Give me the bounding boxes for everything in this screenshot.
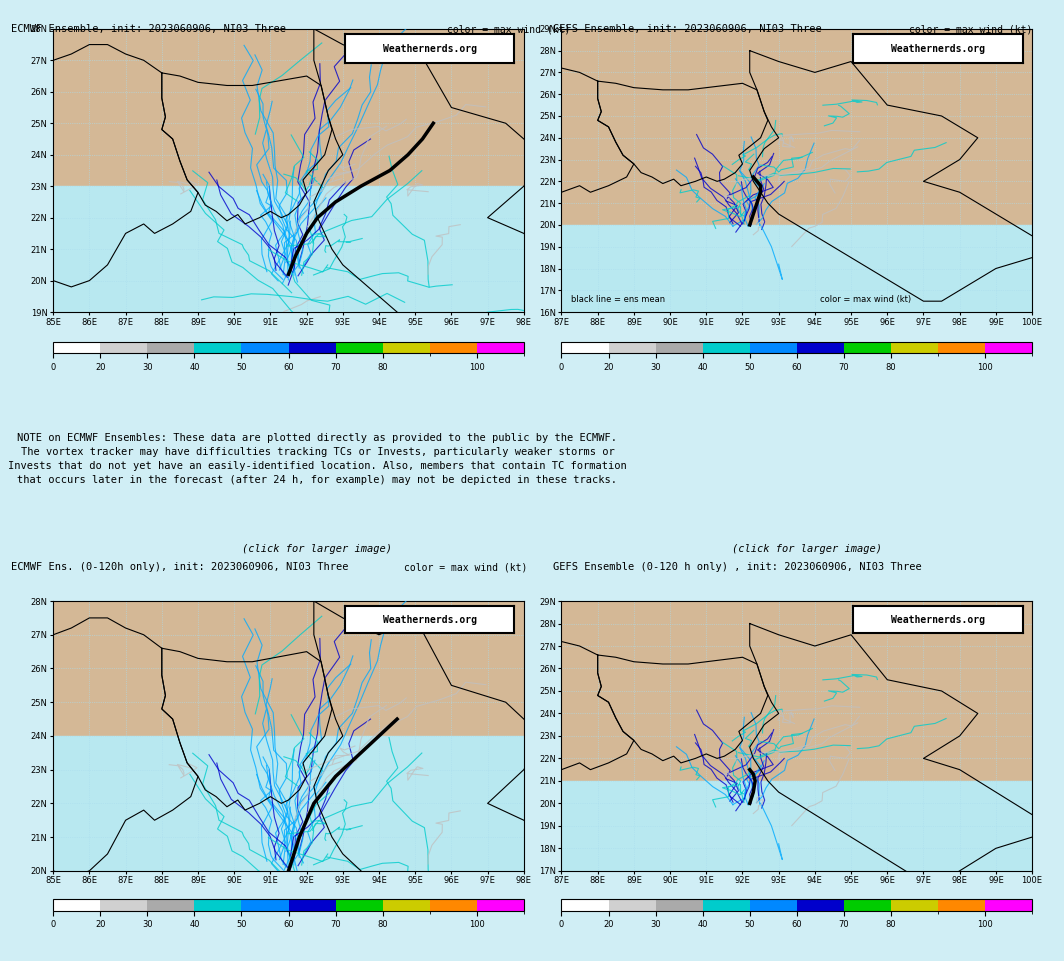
Text: ECMWF Ensemble, init: 2023060906, NI03 Three: ECMWF Ensemble, init: 2023060906, NI03 T…: [11, 24, 285, 34]
Polygon shape: [53, 186, 523, 312]
Text: black line = ens mean: black line = ens mean: [571, 295, 665, 304]
Text: GEFS Ensemble, init: 2023060906, NI03 Three: GEFS Ensemble, init: 2023060906, NI03 Th…: [553, 24, 822, 34]
Polygon shape: [53, 736, 523, 871]
Polygon shape: [562, 781, 1032, 871]
Text: color = max wind (kt): color = max wind (kt): [820, 295, 912, 304]
Text: color = max wind (kt): color = max wind (kt): [909, 24, 1032, 34]
Polygon shape: [562, 225, 1032, 312]
Text: (click for larger image): (click for larger image): [243, 544, 393, 554]
Text: color = max wind (kt): color = max wind (kt): [404, 562, 528, 572]
Text: (click for larger image): (click for larger image): [732, 544, 882, 554]
Text: NOTE on ECMWF Ensembles: These data are plotted directly as provided to the publ: NOTE on ECMWF Ensembles: These data are …: [9, 432, 627, 484]
Text: GEFS Ensemble (0-120 h only) , init: 2023060906, NI03 Three: GEFS Ensemble (0-120 h only) , init: 202…: [553, 562, 922, 572]
Text: ECMWF Ens. (0-120h only), init: 2023060906, NI03 Three: ECMWF Ens. (0-120h only), init: 20230609…: [11, 562, 348, 572]
Text: color = max wind (kt): color = max wind (kt): [447, 24, 570, 34]
